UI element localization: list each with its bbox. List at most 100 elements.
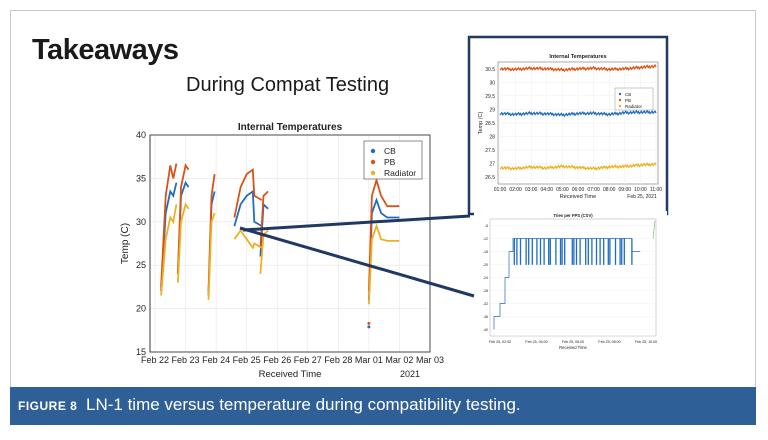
inset2-x-tick-label: Feb 25, 10:00 — [635, 340, 657, 344]
main-x-tick-label: Feb 28 — [324, 355, 352, 365]
main-series-radiator-segment — [177, 202, 190, 283]
main-x-tick-label: Mar 03 — [416, 355, 444, 365]
main-series-radiator-segment — [207, 212, 216, 300]
inset2-x-axis-label: Received Time — [559, 345, 587, 350]
inset1-legend-marker — [618, 104, 622, 108]
inset1-x-tick-label: 06:00 — [572, 187, 585, 193]
figure-label: FIGURE 8 — [18, 399, 78, 413]
inset2-title: Tries per FPS (CSV) — [553, 213, 593, 218]
inset1-legend-label: CB — [625, 92, 631, 97]
main-y-tick-label: 20 — [136, 304, 146, 314]
figure-caption-text: LN-1 time versus temperature during comp… — [86, 395, 521, 414]
inset2-step-series — [493, 238, 641, 330]
main-x-tick-label: Feb 26 — [263, 355, 291, 365]
inset2-frame — [474, 211, 667, 360]
inset2-x-tick-label: Feb 25, 06:00 — [562, 340, 584, 344]
main-y-axis-label: Temp (C) — [120, 223, 131, 264]
inset1-title: Internal Temperatures — [549, 54, 606, 60]
inset1-x-tick-label: 02:00 — [509, 187, 522, 193]
main-plot-border — [149, 134, 431, 353]
inset1-x-tick-label: 03:00 — [525, 187, 538, 193]
inset2-green-line — [652, 220, 656, 239]
inset1-legend-marker — [618, 92, 622, 96]
main-x-tick-label: Feb 27 — [294, 355, 322, 365]
inset1-legend-marker — [618, 98, 622, 102]
main-y-tick-label: 25 — [136, 260, 146, 270]
inset1-y-tick-label: 28.5 — [485, 121, 495, 127]
main-series-radiator-segment — [368, 223, 400, 305]
main-x-year-label: 2021 — [400, 369, 420, 379]
main-series-pb-segment — [233, 168, 263, 218]
callout-line-bottom — [239, 226, 475, 298]
figure-caption: FIGURE 8 LN-1 time versus temperature du… — [10, 387, 756, 425]
main-series-pb-segment — [160, 163, 178, 287]
inset2-y-tick-label: -20 — [483, 263, 488, 267]
main-chart-title: Internal Temperatures — [238, 122, 343, 133]
inset1-series-radiator — [499, 162, 657, 171]
inset1-y-axis-label: Temp (C) — [478, 112, 484, 135]
inset1-x-axis-label: Received Time — [560, 194, 596, 200]
main-series-cb-segment — [233, 189, 263, 227]
main-legend-marker — [370, 159, 376, 165]
inset2-y-tick-label: -32 — [483, 302, 488, 306]
main-outlier-point — [367, 325, 371, 329]
main-x-tick-label: Feb 25 — [233, 355, 261, 365]
slide-title: Takeaways — [32, 34, 179, 66]
main-legend-label: CB — [384, 146, 396, 156]
inset1-series-cb — [499, 109, 657, 118]
inset1-y-tick-label: 28 — [489, 135, 495, 141]
inset2-y-tick-label: -28 — [483, 289, 488, 293]
inset2-y-tick-label: -36 — [483, 315, 488, 319]
inset2-y-tick-label: -16 — [483, 250, 488, 254]
inset2-y-tick-label: -12 — [483, 237, 488, 241]
inset1-y-tick-label: 26.5 — [485, 175, 495, 181]
callout-line-top — [242, 214, 471, 232]
inset1-x-tick-label: 01:00 — [494, 187, 507, 193]
inset1-y-tick-label: 30.5 — [485, 67, 495, 73]
inset1-legend-box — [614, 87, 654, 111]
inset2-y-tick-label: -40 — [483, 328, 488, 332]
inset1-y-tick-label: 30 — [489, 80, 495, 86]
main-x-tick-label: Feb 24 — [202, 355, 230, 365]
main-legend-label: PB — [384, 157, 396, 167]
inset1-legend-label: PB — [625, 98, 631, 103]
inset1-x-tick-label: 07:00 — [587, 187, 600, 193]
inset1-x-date-label: Feb 25, 2021 — [627, 194, 657, 200]
main-x-tick-label: Feb 23 — [172, 355, 200, 365]
main-series-pb-segment — [259, 190, 269, 248]
main-x-tick-label: Feb 22 — [141, 355, 169, 365]
main-legend-marker — [370, 170, 376, 176]
inset1-y-tick-label: 29.5 — [485, 94, 495, 100]
inset1-x-tick-label: 09:00 — [619, 187, 632, 193]
main-outlier-point — [367, 321, 371, 325]
inset1-y-tick-label: 27.5 — [485, 148, 495, 154]
inset2-x-tick-label: Feb 25, 08:00 — [598, 340, 620, 344]
inset2-plot-border — [489, 218, 657, 337]
main-y-tick-label: 35 — [136, 173, 146, 183]
inset1-x-tick-label: 05:00 — [556, 187, 569, 193]
inset1-y-tick-label: 29 — [489, 107, 495, 113]
inset1-x-tick-label: 11:00 — [650, 187, 662, 193]
main-series-radiator-segment — [160, 204, 178, 296]
inset1-series-pb — [499, 63, 657, 73]
inset2-y-tick-label: -24 — [483, 276, 488, 280]
main-series-pb-segment — [177, 163, 190, 274]
main-legend-label: Radiator — [384, 168, 416, 178]
main-y-tick-label: 40 — [136, 130, 146, 140]
inset2-y-tick-label: -8 — [485, 224, 488, 228]
inset2-x-tick-label: Feb 25, 02:00 — [489, 340, 511, 344]
slide-subtitle: During Compat Testing — [186, 74, 390, 96]
main-series-pb-segment — [368, 176, 400, 292]
inset1-legend-label: Radiator — [625, 104, 643, 109]
inset2-x-tick-label: Feb 25, 04:00 — [525, 340, 547, 344]
main-x-tick-label: Mar 01 — [355, 355, 383, 365]
inset1-x-tick-label: 08:00 — [603, 187, 616, 193]
main-y-tick-label: 15 — [136, 347, 146, 357]
inset1-y-tick-label: 27 — [489, 162, 495, 168]
main-legend-marker — [370, 148, 376, 154]
main-x-axis-label: Received Time — [259, 369, 322, 380]
main-y-tick-label: 30 — [136, 217, 146, 227]
inset1-x-tick-label: 10:00 — [634, 187, 647, 193]
main-x-tick-label: Mar 02 — [385, 355, 413, 365]
